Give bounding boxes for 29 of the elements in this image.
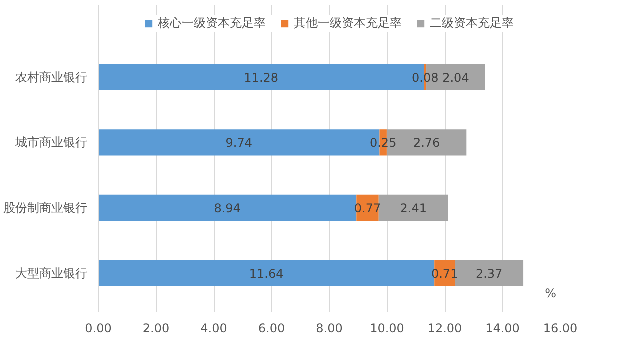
x-tick-label: 16.00: [543, 322, 578, 336]
data-label: 9.74: [226, 136, 252, 150]
data-label: 2.37: [476, 266, 503, 281]
data-label: 0.25: [370, 136, 397, 150]
y-tick-label: 股份制商业银行: [4, 200, 88, 215]
y-tick-label: 农村商业银行: [16, 70, 88, 84]
x-tick-label: 14.00: [486, 322, 520, 336]
data-label: 0.08: [412, 70, 439, 85]
data-label: 2.76: [413, 136, 440, 150]
x-tick-label: 0.00: [85, 322, 112, 336]
bar: [98, 194, 357, 222]
x-tick-label: 10.00: [370, 322, 404, 336]
x-tick-label: 4.00: [200, 322, 228, 336]
y-tick-label: 大型商业银行: [16, 266, 88, 280]
legend-label: 其他一级资本充足率: [294, 15, 402, 32]
data-label: 2.04: [442, 70, 470, 85]
legend-label: 核心一级资本充足率: [158, 15, 266, 32]
data-label: 11.28: [244, 70, 279, 85]
x-tick-label: 2.00: [142, 322, 170, 336]
y-tick-label: 城市商业银行: [14, 136, 88, 150]
x-tick-label: 12.00: [428, 322, 462, 336]
data-label: 2.41: [400, 201, 428, 216]
x-tick-label: 8.00: [316, 322, 343, 336]
annotation: %: [545, 286, 557, 300]
data-label: 8.94: [214, 201, 241, 216]
bar: [378, 194, 448, 222]
x-tick-label: 6.00: [258, 322, 286, 336]
data-label: 11.64: [249, 266, 284, 281]
legend-label: 二级资本充足率: [430, 15, 514, 32]
